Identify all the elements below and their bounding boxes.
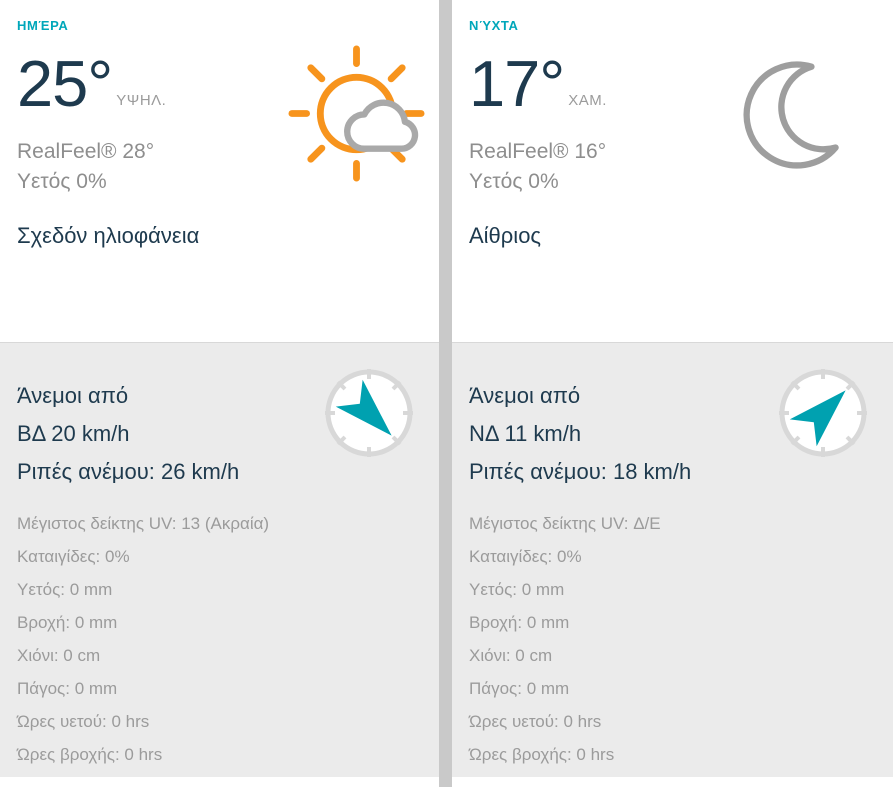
day-temperature: 25°	[17, 47, 113, 121]
day-wind-block: Άνεμοι από ΒΔ 20 km/h Ριπές ανέμου: 26 k…	[17, 377, 423, 491]
moon-shape	[743, 61, 839, 169]
day-detail-rain: Βροχή: 0 mm	[17, 613, 118, 632]
night-detail-rain: Βροχή: 0 mm	[469, 613, 570, 632]
day-detail-snow: Χιόνι: 0 cm	[17, 646, 101, 665]
night-detail-precipitation: Υετός: 0 mm	[469, 580, 565, 599]
day-detail-thunderstorms: Καταιγίδες: 0%	[17, 547, 130, 566]
night-details-card: Άνεμοι από ΝΔ 11 km/h Ριπές ανέμου: 18 k…	[452, 342, 893, 777]
compass-ticks	[325, 369, 413, 457]
day-detail-list: Μέγιστος δείκτης UV: 13 (Ακραία) Καταιγί…	[17, 507, 423, 771]
day-summary-panel: ΗΜΈΡΑ 25° ΥΨΗΛ. RealFeel® 28° Υετός 0% Σ…	[0, 0, 439, 342]
day-phrase: Σχεδόν ηλιοφάνεια	[17, 223, 200, 248]
day-precip-probability: Υετός 0%	[17, 170, 107, 193]
day-detail-rain-hours: Ώρες βροχής: 0 hrs	[17, 745, 163, 764]
day-temp-qualifier: ΥΨΗΛ.	[116, 92, 167, 109]
night-detail-precip-hours: Ώρες υετού: 0 hrs	[469, 712, 602, 731]
compass-arrow-northeast-icon	[777, 367, 869, 464]
compass-ticks	[779, 369, 867, 457]
night-precip-probability: Υετός 0%	[469, 170, 559, 193]
night-column: ΝΎΧΤΑ 17° ΧΑΜ. RealFeel® 16° Υετός 0% Αί…	[452, 0, 893, 777]
wind-direction-arrow	[789, 390, 846, 447]
day-wind-speed: ΒΔ 20 km/h	[17, 421, 130, 446]
day-label: ΗΜΈΡΑ	[17, 18, 69, 33]
night-detail-snow: Χιόνι: 0 cm	[469, 646, 553, 665]
day-temperature-row: 25° ΥΨΗΛ.	[17, 43, 425, 121]
night-phrase: Αίθριος	[469, 223, 542, 248]
night-temp-qualifier: ΧΑΜ.	[568, 92, 607, 109]
compass-arrow-southeast-icon	[323, 367, 415, 464]
night-realfeel: RealFeel® 16°	[469, 140, 607, 163]
night-temperature-row: 17° ΧΑΜ.	[469, 43, 879, 121]
day-wind-gusts: Ριπές ανέμου: 26 km/h	[17, 459, 240, 484]
night-detail-ice: Πάγος: 0 mm	[469, 679, 570, 698]
day-column: ΗΜΈΡΑ 25° ΥΨΗΛ. RealFeel® 28° Υετός 0% Σ…	[0, 0, 439, 777]
night-wind-block: Άνεμοι από ΝΔ 11 km/h Ριπές ανέμου: 18 k…	[469, 377, 877, 491]
day-detail-ice: Πάγος: 0 mm	[17, 679, 118, 698]
day-detail-precip-hours: Ώρες υετού: 0 hrs	[17, 712, 150, 731]
day-detail-precipitation: Υετός: 0 mm	[17, 580, 113, 599]
cloud-shape	[344, 99, 419, 152]
wind-direction-arrow	[335, 379, 392, 436]
day-wind-intro: Άνεμοι από	[17, 383, 129, 408]
night-detail-thunderstorms: Καταιγίδες: 0%	[469, 547, 582, 566]
night-detail-rain-hours: Ώρες βροχής: 0 hrs	[469, 745, 615, 764]
day-detail-uv: Μέγιστος δείκτης UV: 13 (Ακραία)	[17, 514, 270, 533]
night-detail-uv: Μέγιστος δείκτης UV: Δ/Ε	[469, 514, 661, 533]
day-details-card: Άνεμοι από ΒΔ 20 km/h Ριπές ανέμου: 26 k…	[0, 342, 439, 777]
vertical-divider	[439, 0, 452, 787]
night-temperature: 17°	[469, 47, 565, 121]
night-wind-gusts: Ριπές ανέμου: 18 km/h	[469, 459, 692, 484]
night-wind-speed: ΝΔ 11 km/h	[469, 421, 582, 446]
night-wind-intro: Άνεμοι από	[469, 383, 581, 408]
crescent-moon-icon	[739, 52, 865, 183]
day-realfeel: RealFeel® 28°	[17, 140, 155, 163]
partly-sunny-icon	[288, 45, 425, 187]
night-label: ΝΎΧΤΑ	[469, 18, 519, 33]
night-summary-panel: ΝΎΧΤΑ 17° ΧΑΜ. RealFeel® 16° Υετός 0% Αί…	[452, 0, 893, 342]
night-detail-list: Μέγιστος δείκτης UV: Δ/Ε Καταιγίδες: 0% …	[469, 507, 877, 771]
